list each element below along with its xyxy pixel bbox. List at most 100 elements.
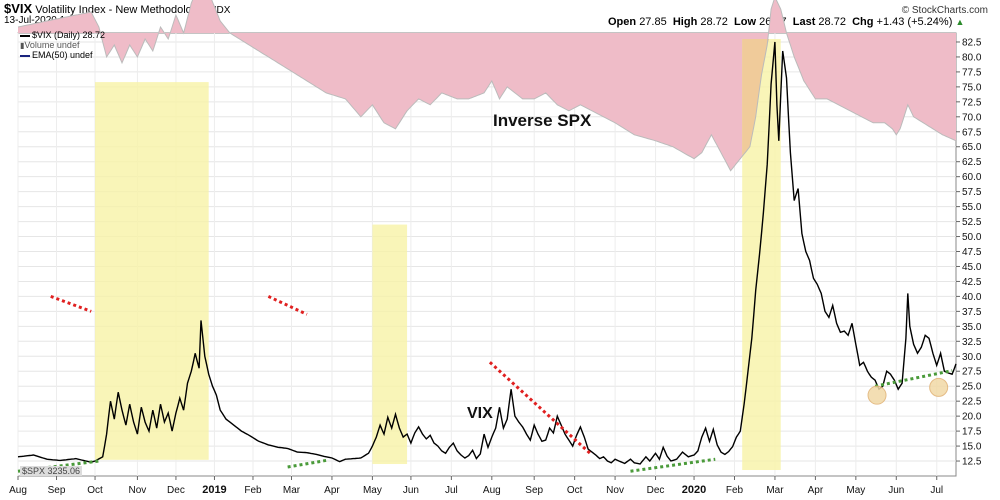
y-tick-label: 50.0: [962, 232, 982, 243]
red-trendline: [267, 295, 308, 316]
legend-ema-label: EMA(50) undef: [32, 50, 93, 60]
x-tick-label: Apr: [808, 485, 824, 496]
y-tick-label: 22.5: [962, 397, 982, 408]
x-tick-label: Nov: [129, 485, 147, 496]
x-tick-label: Feb: [726, 485, 744, 496]
x-tick-label: Oct: [567, 485, 583, 496]
highlight-circle: [929, 377, 949, 397]
y-tick-label: 57.5: [962, 187, 982, 198]
x-tick-label: Jul: [445, 485, 458, 496]
green-trendline: [630, 457, 716, 473]
x-tick-label: 2020: [682, 484, 706, 496]
x-tick-label: Nov: [606, 485, 624, 496]
symbol-label: $VIX: [4, 1, 33, 16]
red-trendline: [50, 294, 92, 313]
trendline-layer: [17, 294, 953, 473]
x-tick-label: Dec: [647, 485, 665, 496]
high-label: High: [672, 16, 698, 28]
legend-spx-label: $SPX 3235.06: [22, 466, 81, 476]
legend-vix-swatch: [20, 34, 30, 37]
x-tick-label: 2019: [202, 484, 226, 496]
last-label: Last: [792, 16, 816, 28]
high-value: 28.72: [700, 16, 728, 28]
y-tick-label: 12.5: [962, 457, 982, 468]
red-trendline: [488, 361, 593, 457]
y-tick-label: 80.0: [962, 52, 982, 63]
x-tick-label: Jun: [888, 485, 904, 496]
spx-line: [17, 0, 957, 172]
highlight-overlap: [742, 39, 781, 157]
highlight-circle: [867, 385, 887, 405]
exchange-label: INDX: [206, 5, 231, 16]
legend-ema-swatch: [20, 54, 30, 57]
y-tick-label: 27.5: [962, 367, 982, 378]
y-tick-label: 65.0: [962, 142, 982, 153]
y-tick-label: 52.5: [962, 217, 982, 228]
brand-watermark: © StockCharts.com: [901, 5, 988, 16]
last-value: 28.72: [818, 16, 846, 28]
open-value: 27.85: [639, 16, 667, 28]
green-trendline: [874, 369, 953, 388]
x-tick-label: Jun: [403, 485, 419, 496]
vix-annotation: VIX: [467, 405, 493, 422]
y-tick-label: 67.5: [962, 127, 982, 138]
y-tick-label: 37.5: [962, 307, 982, 318]
x-tick-label: Sep: [48, 485, 66, 496]
x-tick-label: Jul: [930, 485, 943, 496]
x-tick-label: Sep: [525, 485, 543, 496]
legend-vix: $VIX (Daily) 28.72: [20, 30, 105, 40]
green-trendline: [287, 458, 327, 469]
x-tick-label: Dec: [167, 485, 185, 496]
x-tick-label: Feb: [244, 485, 262, 496]
x-tick-label: Mar: [283, 485, 301, 496]
x-tick-label: Oct: [87, 485, 103, 496]
x-tick-label: May: [363, 485, 382, 496]
y-tick-label: 20.0: [962, 412, 982, 423]
x-tick-label: Mar: [766, 485, 784, 496]
y-tick-label: 75.0: [962, 82, 982, 93]
legend-vix-label: $VIX (Daily) 28.72: [32, 30, 106, 40]
y-tick-label: 45.0: [962, 262, 982, 273]
y-tick-label: 47.5: [962, 247, 982, 258]
volume-icon: ▮: [20, 41, 25, 50]
highlight-box: [95, 82, 209, 460]
y-tick-label: 25.0: [962, 382, 982, 393]
chg-value: +1.43 (+5.24%): [876, 16, 953, 28]
legend-ema: EMA(50) undef: [20, 50, 93, 60]
legend-spx: $SPX 3235.06: [20, 466, 83, 476]
legend-volume: ▮Volume undef: [20, 40, 79, 50]
x-tick-label: Aug: [9, 485, 27, 496]
inverse-spx-area: [18, 0, 956, 171]
chart-title: $VIX Volatility Index - New Methodology …: [4, 1, 230, 16]
inverse-spx-annotation: Inverse SPX: [493, 111, 592, 130]
y-tick-label: 55.0: [962, 202, 982, 213]
low-label: Low: [734, 16, 757, 28]
y-axis: 12.5 15.0 17.5 20.0 22.5 25.0 27.5 30.0 32.5 35.0…: [956, 37, 982, 468]
highlight-layer: [95, 38, 781, 471]
y-tick-label: 62.5: [962, 157, 982, 168]
open-label: Open: [608, 16, 637, 28]
y-tick-label: 35.0: [962, 322, 982, 333]
y-tick-label: 77.5: [962, 67, 982, 78]
y-tick-label: 30.0: [962, 352, 982, 363]
x-tick-label: Aug: [483, 485, 501, 496]
legend-volume-label: Volume undef: [24, 40, 80, 50]
y-tick-label: 42.5: [962, 277, 982, 288]
x-axis: Aug Sep Oct Nov Dec 2019 Feb Mar Apr May Jun Jul Aug…: [9, 476, 943, 496]
y-tick-label: 17.5: [962, 427, 982, 438]
x-tick-label: Apr: [324, 485, 340, 496]
y-tick-label: 32.5: [962, 337, 982, 348]
y-tick-label: 70.0: [962, 112, 982, 123]
chg-label: Chg: [852, 16, 874, 28]
index-name: Volatility Index - New Methodology: [35, 4, 204, 16]
y-tick-label: 15.0: [962, 442, 982, 453]
x-tick-label: May: [846, 485, 865, 496]
y-tick-label: 72.5: [962, 97, 982, 108]
up-arrow-icon: ▲: [955, 17, 965, 27]
y-tick-label: 60.0: [962, 172, 982, 183]
y-tick-label: 82.5: [962, 37, 982, 48]
vix-line: [17, 41, 957, 465]
y-tick-label: 40.0: [962, 292, 982, 303]
